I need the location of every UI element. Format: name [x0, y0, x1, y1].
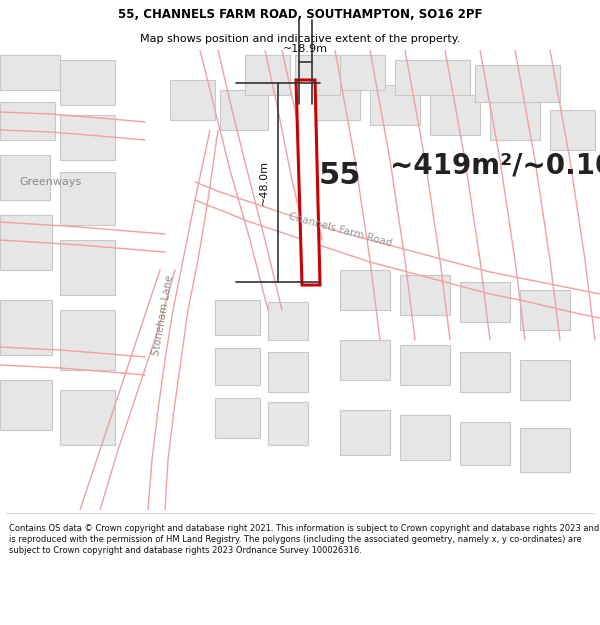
- Text: Contains OS data © Crown copyright and database right 2021. This information is : Contains OS data © Crown copyright and d…: [9, 524, 599, 555]
- Polygon shape: [475, 65, 560, 102]
- Polygon shape: [395, 60, 470, 95]
- Polygon shape: [268, 352, 308, 392]
- Polygon shape: [220, 90, 268, 130]
- Polygon shape: [170, 80, 215, 120]
- Polygon shape: [400, 415, 450, 460]
- Polygon shape: [0, 380, 52, 430]
- Polygon shape: [0, 215, 52, 270]
- Polygon shape: [370, 85, 420, 125]
- Text: Greenways: Greenways: [19, 177, 81, 187]
- Polygon shape: [268, 402, 308, 445]
- Polygon shape: [295, 55, 340, 95]
- Polygon shape: [245, 55, 290, 95]
- Polygon shape: [520, 290, 570, 330]
- Polygon shape: [60, 172, 115, 225]
- Polygon shape: [460, 352, 510, 392]
- Polygon shape: [315, 55, 385, 90]
- Polygon shape: [0, 155, 50, 200]
- Text: Map shows position and indicative extent of the property.: Map shows position and indicative extent…: [140, 34, 460, 44]
- Polygon shape: [460, 422, 510, 465]
- Polygon shape: [215, 300, 260, 335]
- Text: ~419m²/~0.104ac.: ~419m²/~0.104ac.: [390, 151, 600, 179]
- Text: 55, CHANNELS FARM ROAD, SOUTHAMPTON, SO16 2PF: 55, CHANNELS FARM ROAD, SOUTHAMPTON, SO1…: [118, 9, 482, 21]
- Polygon shape: [215, 398, 260, 438]
- Polygon shape: [550, 110, 595, 150]
- Polygon shape: [520, 360, 570, 400]
- Polygon shape: [430, 95, 480, 135]
- Polygon shape: [340, 340, 390, 380]
- Polygon shape: [296, 80, 320, 285]
- Polygon shape: [0, 55, 60, 90]
- Text: 55: 55: [319, 161, 361, 189]
- Polygon shape: [215, 348, 260, 385]
- Polygon shape: [340, 270, 390, 310]
- Polygon shape: [490, 100, 540, 140]
- Polygon shape: [340, 410, 390, 455]
- Polygon shape: [60, 310, 115, 370]
- Text: Stoneham Lane: Stoneham Lane: [151, 274, 175, 356]
- Polygon shape: [0, 102, 55, 140]
- Polygon shape: [310, 80, 360, 120]
- Polygon shape: [460, 282, 510, 322]
- Polygon shape: [60, 240, 115, 295]
- Polygon shape: [60, 60, 115, 105]
- Text: ~18.9m: ~18.9m: [283, 44, 328, 54]
- Text: Channels Farm Road: Channels Farm Road: [287, 211, 393, 249]
- Polygon shape: [0, 300, 52, 355]
- Polygon shape: [400, 345, 450, 385]
- Polygon shape: [520, 428, 570, 472]
- Polygon shape: [60, 390, 115, 445]
- Polygon shape: [60, 115, 115, 160]
- Polygon shape: [268, 302, 308, 340]
- Polygon shape: [400, 275, 450, 315]
- Text: ~48.0m: ~48.0m: [259, 160, 269, 205]
